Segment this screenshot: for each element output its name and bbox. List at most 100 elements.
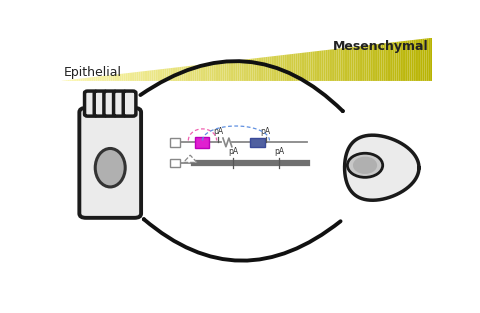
Polygon shape xyxy=(71,80,73,81)
Polygon shape xyxy=(96,77,97,81)
Polygon shape xyxy=(127,73,129,81)
Polygon shape xyxy=(284,55,286,81)
Polygon shape xyxy=(157,69,159,81)
Polygon shape xyxy=(380,44,382,81)
Polygon shape xyxy=(254,58,256,81)
Polygon shape xyxy=(112,75,114,81)
Polygon shape xyxy=(249,59,251,81)
Polygon shape xyxy=(273,56,275,81)
Polygon shape xyxy=(333,49,335,81)
Text: Epithelial: Epithelial xyxy=(64,65,122,79)
Polygon shape xyxy=(97,76,99,81)
FancyBboxPatch shape xyxy=(123,91,136,116)
Polygon shape xyxy=(279,55,281,81)
Polygon shape xyxy=(361,46,363,81)
Polygon shape xyxy=(191,65,193,81)
Polygon shape xyxy=(165,69,167,81)
Polygon shape xyxy=(238,60,240,81)
Polygon shape xyxy=(101,76,103,81)
Polygon shape xyxy=(211,63,213,81)
FancyBboxPatch shape xyxy=(104,91,117,116)
Polygon shape xyxy=(430,38,432,81)
Polygon shape xyxy=(353,47,355,81)
Polygon shape xyxy=(183,66,185,81)
Polygon shape xyxy=(320,51,322,81)
Polygon shape xyxy=(223,62,225,81)
Polygon shape xyxy=(400,41,402,81)
Text: Mesenchymal: Mesenchymal xyxy=(333,40,428,53)
Polygon shape xyxy=(344,48,346,81)
FancyBboxPatch shape xyxy=(79,108,141,218)
Polygon shape xyxy=(282,55,284,81)
Polygon shape xyxy=(227,61,228,81)
Polygon shape xyxy=(415,39,417,81)
Polygon shape xyxy=(264,57,265,81)
Polygon shape xyxy=(180,67,181,81)
Polygon shape xyxy=(83,78,84,81)
Polygon shape xyxy=(176,67,178,81)
Polygon shape xyxy=(142,71,144,81)
Polygon shape xyxy=(275,56,277,81)
Polygon shape xyxy=(232,61,234,81)
Polygon shape xyxy=(150,70,152,81)
Polygon shape xyxy=(395,42,396,81)
Polygon shape xyxy=(258,58,260,81)
Polygon shape xyxy=(396,42,398,81)
Polygon shape xyxy=(252,59,254,81)
Polygon shape xyxy=(168,68,170,81)
Polygon shape xyxy=(118,74,120,81)
Polygon shape xyxy=(355,46,357,81)
Polygon shape xyxy=(75,79,77,81)
Polygon shape xyxy=(236,60,238,81)
FancyBboxPatch shape xyxy=(170,138,180,147)
Polygon shape xyxy=(107,75,108,81)
Polygon shape xyxy=(419,39,421,81)
Polygon shape xyxy=(123,73,125,81)
Polygon shape xyxy=(316,51,318,81)
Polygon shape xyxy=(122,74,123,81)
Polygon shape xyxy=(340,48,342,81)
Polygon shape xyxy=(137,72,139,81)
Polygon shape xyxy=(292,54,294,81)
Polygon shape xyxy=(204,64,206,81)
Polygon shape xyxy=(311,52,312,81)
Polygon shape xyxy=(187,66,189,81)
Polygon shape xyxy=(277,56,279,81)
FancyBboxPatch shape xyxy=(114,91,126,116)
Polygon shape xyxy=(225,62,227,81)
Polygon shape xyxy=(144,71,146,81)
Polygon shape xyxy=(108,75,110,81)
Polygon shape xyxy=(374,44,376,81)
Ellipse shape xyxy=(95,148,125,187)
Polygon shape xyxy=(243,59,245,81)
Polygon shape xyxy=(206,64,208,81)
Polygon shape xyxy=(120,74,122,81)
FancyBboxPatch shape xyxy=(195,137,209,148)
Polygon shape xyxy=(325,50,327,81)
Polygon shape xyxy=(299,53,301,81)
Polygon shape xyxy=(234,60,236,81)
FancyBboxPatch shape xyxy=(84,91,97,116)
Polygon shape xyxy=(200,64,202,81)
Polygon shape xyxy=(296,54,298,81)
Polygon shape xyxy=(385,43,387,81)
Polygon shape xyxy=(88,78,90,81)
Polygon shape xyxy=(342,48,344,81)
Polygon shape xyxy=(305,52,307,81)
Polygon shape xyxy=(301,53,303,81)
Polygon shape xyxy=(77,79,79,81)
Polygon shape xyxy=(286,54,288,81)
Polygon shape xyxy=(324,50,325,81)
Polygon shape xyxy=(363,46,365,81)
Polygon shape xyxy=(135,72,137,81)
Polygon shape xyxy=(81,78,83,81)
Polygon shape xyxy=(345,135,419,200)
Polygon shape xyxy=(424,38,426,81)
Polygon shape xyxy=(125,73,127,81)
Polygon shape xyxy=(196,65,198,81)
Polygon shape xyxy=(215,63,217,81)
Polygon shape xyxy=(413,40,415,81)
Polygon shape xyxy=(352,47,353,81)
Ellipse shape xyxy=(348,153,383,177)
Polygon shape xyxy=(369,45,370,81)
